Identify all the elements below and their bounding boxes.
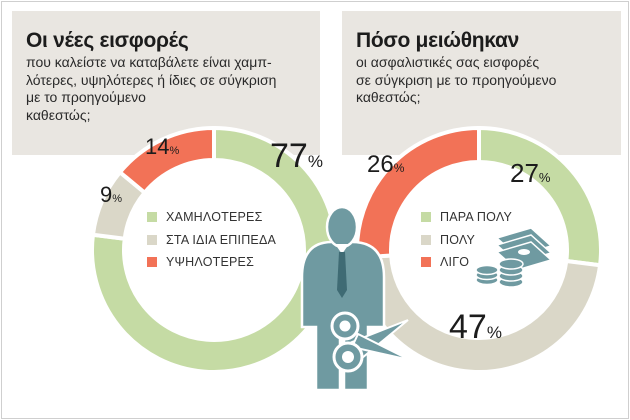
right-title: Πόσο μειώθηκαν <box>356 29 519 52</box>
left-legend: ΧΑΜΗΛΟΤΕΡΕΣ ΣΤΑ ΙΔΙΑ ΕΠΙΠΕΔΑ ΥΨΗΛΟΤΕΡΕΣ <box>147 206 276 274</box>
scissors-icon <box>330 311 411 373</box>
right-value-labels: 27% 47% 26% <box>367 151 551 346</box>
left-title: Οι νέες εισφορές <box>26 29 189 52</box>
left-subtitle-line: λότερες, υψηλότερες ή ίδιες σε σύγκριση <box>26 71 277 88</box>
legend-label: ΠΑΡΑ ΠΟΛΥ <box>440 210 512 225</box>
legend-swatch-orange <box>421 257 431 268</box>
legend-label: ΣΤΑ ΙΔΙΑ ΕΠΙΠΕΔΑ <box>166 232 277 247</box>
right-subtitle-line: σε σύγκριση με το προηγούμενο <box>356 71 557 88</box>
legend-label: ΠΟΛΥ <box>440 232 476 247</box>
legend-item: ΠΑΡΑ ΠΟΛΥ <box>421 206 512 229</box>
legend-item: ΛΙΓΟ <box>421 251 512 274</box>
legend-swatch-green <box>147 212 157 223</box>
legend-label: ΥΨΗΛΟΤΕΡΕΣ <box>166 255 254 270</box>
right-subtitle: οι ασφαλιστικές σας εισφορές σε σύγκριση… <box>356 54 611 107</box>
legend-swatch-orange <box>147 257 157 268</box>
slice-higher-value-label: 14% <box>145 134 179 159</box>
legend-label: ΛΙΓΟ <box>440 255 470 270</box>
coin-stack-icon <box>475 258 524 288</box>
left-subtitle-line: με το προηγούμενο <box>26 89 146 106</box>
slice-very-much-value-label: 27% <box>510 158 551 188</box>
legend-item: ΧΑΜΗΛΟΤΕΡΕΣ <box>147 206 276 229</box>
left-value-labels: 77% 9% 14% <box>100 134 323 207</box>
legend-swatch-gray <box>421 234 431 245</box>
left-donut-chart <box>90 125 338 374</box>
left-subtitle-line: καθεστώς; <box>26 106 91 123</box>
right-subtitle-line: οι ασφαλιστικές σας εισφορές <box>356 54 540 70</box>
slice-same-value-label: 9% <box>100 182 122 207</box>
legend-swatch-gray <box>147 234 157 245</box>
left-subtitle-line: που καλείστε να καταβάλετε είναι χαμπ- <box>26 54 272 70</box>
slice-much-value-label: 47% <box>449 308 502 346</box>
legend-label: ΧΑΜΗΛΟΤΕΡΕΣ <box>166 210 263 225</box>
left-subtitle: που καλείστε να καταβάλετε είναι χαμπ- λ… <box>26 54 316 124</box>
legend-item: ΥΨΗΛΟΤΕΡΕΣ <box>147 251 276 274</box>
slice-lower-value-label: 77% <box>270 137 323 175</box>
legend-item: ΠΟΛΥ <box>421 229 512 252</box>
right-subtitle-line: καθεστώς; <box>356 89 421 106</box>
coins-icon <box>475 227 553 288</box>
slice-little <box>355 125 481 260</box>
right-legend: ΠΑΡΑ ΠΟΛΥ ΠΟΛΥ ΛΙΓΟ <box>421 206 512 274</box>
donut-hole <box>126 162 302 338</box>
legend-swatch-green <box>421 212 431 223</box>
donut-hole <box>393 164 565 336</box>
left-header-panel: Οι νέες εισφορές που καλείστε να καταβάλ… <box>12 11 320 155</box>
slice-little-value-label: 26% <box>367 151 405 178</box>
slice-higher <box>117 125 216 196</box>
legend-item: ΣΤΑ ΙΔΙΑ ΕΠΙΠΕΔΑ <box>147 229 276 252</box>
